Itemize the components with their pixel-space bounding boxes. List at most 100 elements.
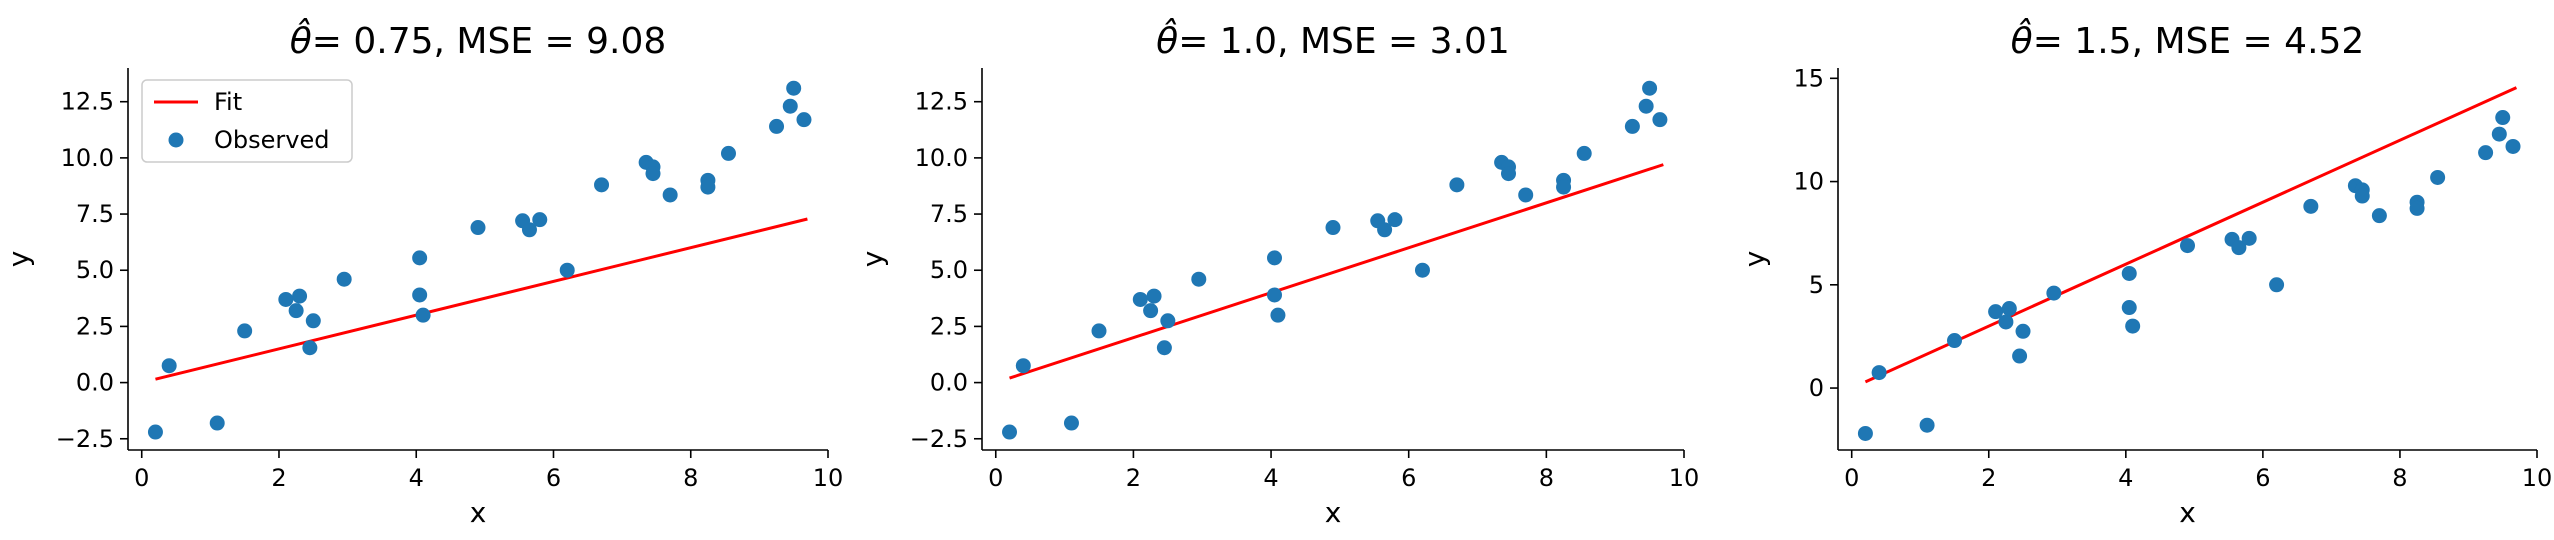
observed-point: [2409, 200, 2425, 216]
observed-point: [769, 118, 785, 134]
observed-point: [288, 303, 304, 319]
observed-point: [1270, 307, 1286, 323]
observed-point: [2015, 323, 2031, 339]
observed-point: [2121, 265, 2137, 281]
fit-line: [155, 217, 808, 381]
observed-point: [2354, 188, 2370, 204]
x-tick-label: 2: [1981, 464, 1996, 492]
observed-point: [2495, 110, 2511, 126]
observed-point: [2125, 318, 2141, 334]
fit-line: [1009, 163, 1664, 380]
observed-point: [237, 323, 253, 339]
observed-point: [302, 340, 318, 356]
subplot-theta-1-5: θ̂= 1.5, MSE = 4.52 0 2 4 6 8 10 0 5 10 15 x y: [1738, 17, 2552, 529]
title-theta-symbol: θ̂: [1156, 17, 1178, 62]
y-tick-label: 10.0: [61, 144, 114, 172]
observed-point: [2231, 240, 2247, 256]
observed-point: [1576, 145, 1592, 161]
observed-point: [2371, 208, 2387, 224]
observed-point: [1091, 323, 1107, 339]
y-axis-label: y: [1738, 251, 1771, 268]
observed-point: [1449, 177, 1465, 193]
x-tick-label: 4: [409, 464, 424, 492]
observed-point: [336, 271, 352, 287]
observed-point: [470, 220, 486, 236]
observed-point: [1652, 112, 1668, 128]
x-tick-label: 0: [134, 464, 149, 492]
x-tick-label: 6: [1401, 464, 1416, 492]
y-tick-label: 2.5: [930, 312, 968, 340]
y-tick-label: 0: [1809, 374, 1824, 402]
observed-point: [2491, 126, 2507, 142]
observed-point: [1556, 179, 1572, 195]
observed-point: [412, 250, 428, 266]
x-tick-label: 10: [813, 464, 844, 492]
observed-point: [1624, 118, 1640, 134]
x-tick-label: 2: [271, 464, 286, 492]
legend-fit-label: Fit: [214, 88, 242, 116]
observed-point: [720, 145, 736, 161]
x-tick-label: 8: [1539, 464, 1554, 492]
legend: Fit Observed: [141, 79, 353, 163]
observed-point: [700, 179, 716, 195]
observed-point: [147, 424, 163, 440]
observed-point: [2121, 300, 2137, 316]
observed-point: [2269, 277, 2285, 293]
observed-point: [532, 212, 548, 228]
observed-point: [2241, 230, 2257, 246]
observed-point: [645, 166, 661, 182]
x-tick-label: 10: [2522, 464, 2553, 492]
y-tick-label: −2.5: [56, 425, 114, 453]
observed-point: [1160, 313, 1176, 329]
y-tick-label: 2.5: [76, 312, 114, 340]
observed-point: [594, 177, 610, 193]
x-axis-label: x: [1325, 496, 1342, 529]
y-axis-label: y: [2, 251, 35, 268]
fit-line: [1864, 86, 2518, 384]
x-tick-label: 6: [2255, 464, 2270, 492]
observed-point: [1947, 333, 1962, 349]
observed-point: [1267, 250, 1282, 266]
x-tick-label: 2: [1126, 464, 1141, 492]
observed-point: [2430, 169, 2446, 185]
observed-point: [2180, 238, 2195, 254]
observed-point: [412, 287, 428, 303]
observed-point: [278, 291, 294, 307]
chart-title: θ̂= 0.75, MSE = 9.08: [290, 17, 667, 62]
y-tick-label: −2.5: [910, 425, 968, 453]
y-tick-label: 0.0: [76, 369, 114, 397]
observed-point: [1857, 425, 1873, 441]
observed-point: [1146, 288, 1162, 304]
observed-point: [1642, 80, 1658, 96]
observed-point: [2505, 138, 2521, 154]
title-text: = 1.5, MSE = 4.52: [2033, 21, 2365, 62]
y-tick-label: 7.5: [76, 200, 114, 228]
y-tick-label: 10.0: [915, 144, 968, 172]
subplot-theta-1-0: θ̂= 1.0, MSE = 3.01 0 2 4 6 8 10 −2.5 0.0 2.5 5.0 7…: [856, 17, 1699, 529]
observed-point: [559, 262, 575, 278]
y-tick-label: 10: [1793, 168, 1824, 196]
observed-point: [1002, 424, 1018, 440]
y-tick-label: 5: [1809, 271, 1824, 299]
observed-point: [1998, 314, 2014, 330]
observed-point: [1143, 303, 1159, 319]
y-tick-label: 5.0: [930, 256, 968, 284]
observed-point: [1267, 287, 1282, 303]
observed-point: [1377, 222, 1393, 238]
x-tick-label: 4: [1263, 464, 1278, 492]
y-tick-label: 5.0: [76, 256, 114, 284]
observed-point: [1191, 271, 1207, 287]
title-text: = 1.0, MSE = 3.01: [1178, 21, 1510, 62]
observed-point: [1501, 166, 1516, 182]
x-tick-label: 6: [546, 464, 561, 492]
subplot-theta-0-75: θ̂= 0.75, MSE = 9.08 0 2 4 6 8 10 −2.5 0.0 2.5 5.0…: [2, 17, 843, 529]
legend-observed-label: Observed: [214, 126, 329, 154]
y-tick-label: 7.5: [930, 200, 968, 228]
x-tick-label: 8: [683, 464, 698, 492]
observed-point: [1871, 365, 1887, 381]
observed-point: [1325, 220, 1341, 236]
y-tick-label: 12.5: [61, 88, 114, 116]
observed-point: [1518, 187, 1534, 203]
observed-point: [209, 415, 225, 431]
